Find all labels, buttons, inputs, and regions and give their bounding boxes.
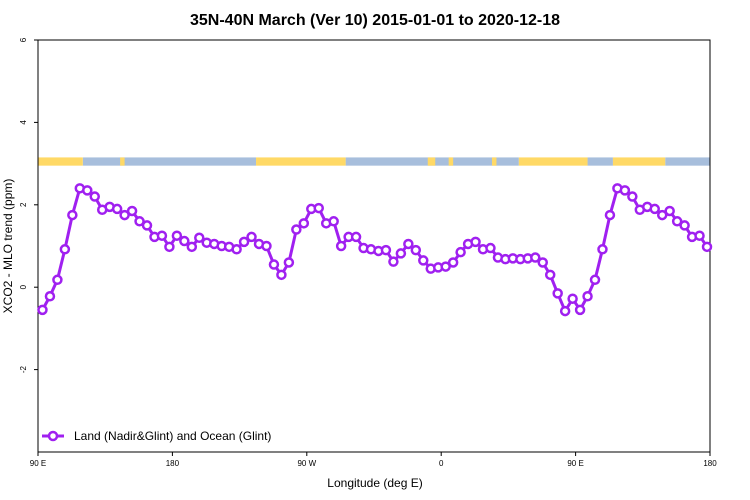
data-point: [679, 220, 690, 231]
ocean-segment: [665, 157, 710, 166]
legend: Land (Nadir&Glint) and Ocean (Glint): [42, 429, 271, 443]
ocean-segment: [587, 157, 613, 166]
data-point: [261, 240, 272, 252]
data-point: [455, 246, 466, 258]
data-point: [111, 203, 123, 215]
data-point: [694, 230, 705, 241]
data-point: [530, 252, 541, 263]
data-point: [134, 216, 145, 227]
data-point: [37, 304, 48, 316]
data-point: [597, 244, 608, 255]
data-point: [298, 218, 310, 229]
data-point: [328, 216, 339, 227]
x-tick-label: 90 E: [567, 459, 583, 468]
data-point: [656, 209, 668, 221]
data-point: [671, 216, 683, 227]
land-segment: [120, 157, 125, 166]
y-tick-label: -2: [19, 365, 28, 373]
y-tick-label: 4: [19, 120, 28, 125]
series-layer: [37, 183, 713, 317]
land-segment: [612, 157, 666, 166]
y-axis: -2 0 2 4 6: [19, 37, 38, 373]
x-axis: 90 E 180 90 W 0 90 E 180: [30, 452, 717, 468]
data-point: [701, 241, 713, 253]
data-point: [544, 269, 556, 281]
data-point: [574, 304, 586, 316]
data-point: [440, 261, 451, 272]
data-point: [559, 305, 571, 317]
x-tick-label: 90 W: [297, 459, 316, 468]
data-point: [552, 288, 563, 299]
land-segment: [427, 157, 436, 166]
data-point: [627, 191, 638, 202]
data-point: [283, 257, 295, 268]
data-point: [119, 209, 130, 221]
data-point: [194, 232, 205, 244]
data-point: [537, 257, 548, 268]
y-tick-label: 6: [19, 37, 28, 42]
data-point: [447, 257, 459, 268]
data-point: [395, 248, 407, 259]
y-tick-label: 0: [19, 284, 28, 289]
data-point: [418, 255, 429, 266]
data-point: [141, 220, 153, 231]
x-tick-label: 180: [703, 459, 717, 468]
data-point: [485, 242, 496, 254]
data-point: [388, 256, 399, 267]
data-point: [67, 209, 78, 221]
data-point: [604, 209, 616, 221]
data-point: [238, 236, 250, 248]
data-point: [649, 203, 660, 215]
data-point: [231, 244, 242, 255]
data-point: [589, 274, 601, 286]
data-point: [313, 202, 324, 214]
data-point: [350, 231, 362, 243]
data-point: [582, 291, 593, 302]
data-point: [44, 291, 56, 302]
data-point: [89, 191, 100, 202]
data-point: [246, 231, 257, 243]
data-point: [171, 230, 183, 241]
legend-label: Land (Nadir&Glint) and Ocean (Glint): [74, 429, 271, 443]
ocean-segment: [82, 157, 257, 166]
data-point: [470, 236, 481, 248]
data-point: [291, 224, 302, 235]
legend-marker: [47, 430, 59, 442]
land-segment: [518, 157, 588, 166]
x-tick-label: 180: [166, 459, 180, 468]
data-point: [179, 235, 190, 247]
x-axis-label: Longitude (deg E): [327, 476, 422, 490]
data-point: [82, 185, 93, 196]
data-point: [410, 244, 422, 256]
data-point: [276, 269, 287, 281]
land-segment: [491, 157, 497, 166]
land-segment: [448, 157, 454, 166]
x-tick-label: 0: [439, 459, 444, 468]
data-point: [619, 185, 631, 196]
data-point: [186, 241, 198, 253]
data-point: [268, 259, 280, 270]
land-ocean-band: [38, 157, 710, 166]
x-tick-label: 90 E: [30, 459, 46, 468]
data-point: [567, 293, 578, 304]
y-tick-label: 2: [19, 202, 28, 207]
land-segment: [38, 157, 83, 166]
data-point: [403, 238, 414, 250]
data-point: [380, 244, 392, 256]
data-point: [164, 241, 175, 253]
land-segment: [256, 157, 346, 166]
data-point: [664, 205, 675, 217]
data-point: [52, 274, 63, 286]
data-point: [335, 240, 347, 252]
y-axis-label: XCO2 - MLO trend (ppm): [1, 179, 15, 314]
data-point: [59, 244, 71, 255]
data-point: [126, 205, 138, 217]
chart-title: 35N-40N March (Ver 10) 2015-01-01 to 202…: [190, 12, 560, 29]
data-point: [156, 230, 168, 241]
